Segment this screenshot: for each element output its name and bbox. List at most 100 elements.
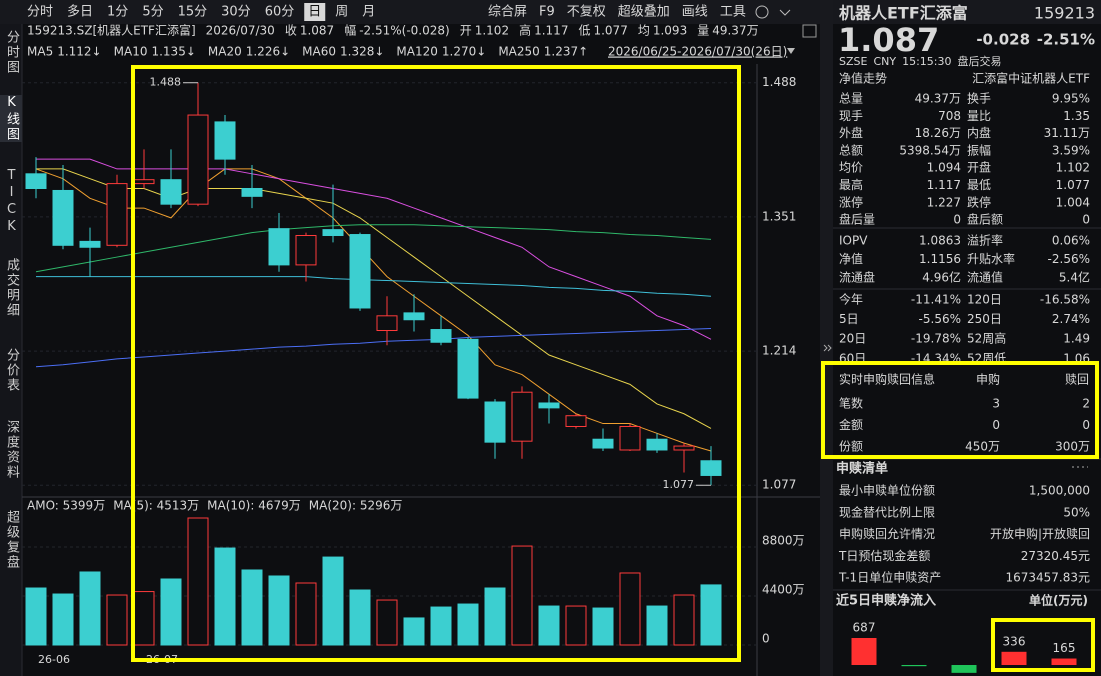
period-tab[interactable]: 多日 xyxy=(67,4,93,20)
wr-icon[interactable] xyxy=(802,24,817,38)
candle-body xyxy=(484,401,506,443)
volume-bar xyxy=(430,606,452,646)
volume-bar xyxy=(673,594,695,646)
period-tab[interactable]: 5分 xyxy=(142,5,163,20)
quote-label: 盘后额 xyxy=(967,212,1003,227)
side-tab[interactable]: 分时图 xyxy=(4,30,19,75)
tool-button[interactable]: 工具 xyxy=(720,5,746,20)
side-tab[interactable]: K线图 xyxy=(0,95,22,142)
period-tab[interactable]: 周 xyxy=(335,5,348,20)
period-tab[interactable]: 日 xyxy=(308,5,321,20)
volume-legend: MA(5): 4513万 xyxy=(113,499,199,513)
side-tab[interactable]: TICK xyxy=(4,168,19,236)
period-tab[interactable]: 60分 xyxy=(265,5,295,20)
quote-label: 今年 xyxy=(839,292,863,307)
ma-legend-value: 1.112↓ xyxy=(57,45,101,59)
side-tab[interactable]: 成交明细 xyxy=(4,258,19,318)
side-tab[interactable]: 分价表 xyxy=(4,348,19,393)
fund-full-name: 汇添富中证机器人ETF xyxy=(972,71,1090,86)
ma-legend-name: MA10 xyxy=(114,45,148,59)
ma-legend-name: MA250 xyxy=(498,45,539,59)
quote-value: 5.4亿 xyxy=(1059,270,1090,285)
volume-bar xyxy=(349,589,371,646)
volume-bar xyxy=(484,587,506,646)
period-tab[interactable]: 30分 xyxy=(221,5,251,20)
menu-icon[interactable] xyxy=(779,9,791,16)
quote-value: 1.094 xyxy=(927,161,961,175)
quote-value: 1.49 xyxy=(1063,332,1090,346)
volume-bar xyxy=(700,584,722,646)
candle-body xyxy=(646,438,668,451)
tool-button[interactable]: 不复权 xyxy=(567,4,606,20)
quote-label: 流通盘 xyxy=(839,270,875,285)
candle-body xyxy=(403,312,425,321)
field-value: -2.51%(-0.028) xyxy=(359,24,450,38)
quote-value: 49.37万 xyxy=(915,92,961,106)
period-tab[interactable]: 15分 xyxy=(178,5,208,20)
tool-button[interactable]: 画线 xyxy=(682,5,708,20)
highlight-box xyxy=(991,618,1095,672)
table-value: 0 xyxy=(1082,418,1090,432)
side-tab[interactable]: 深度资料 xyxy=(4,420,19,480)
volume-bar xyxy=(565,605,587,646)
period-tab[interactable]: 月 xyxy=(362,5,375,20)
quote-label: 内盘 xyxy=(967,125,991,140)
dropdown-icon[interactable] xyxy=(787,48,795,54)
table-value: 3 xyxy=(992,397,1000,411)
candle-body xyxy=(700,460,722,476)
candle-body xyxy=(349,234,371,309)
tool-button[interactable]: 超级叠加 xyxy=(618,5,670,20)
volume-bar xyxy=(538,605,560,646)
quote-label: 最低 xyxy=(967,178,991,192)
volume-bar xyxy=(268,575,290,646)
y-tick-label: 8800万 xyxy=(762,534,805,548)
candle-body xyxy=(538,402,560,409)
candle-body xyxy=(214,121,236,160)
highlight-box xyxy=(821,361,1099,459)
volume-bar xyxy=(403,617,425,646)
quote-label: 5日 xyxy=(839,312,859,326)
collapse-strip[interactable] xyxy=(820,0,833,676)
table-label: 份额 xyxy=(839,440,863,454)
quote-label: 净值 xyxy=(839,251,863,266)
table-value: 0 xyxy=(992,418,1000,432)
table-title: 实时申购赎回信息 xyxy=(839,372,935,387)
nav-link[interactable]: 净值走势 xyxy=(839,71,887,86)
field-value: 49.37万 xyxy=(712,24,758,38)
range-label[interactable]: 2026/06/25-2026/07/30(26日) xyxy=(608,45,787,59)
field-value: 1.102 xyxy=(475,24,509,38)
ma-legend-value: 1.135↓ xyxy=(151,45,195,59)
quote-value: 1.117 xyxy=(927,178,961,192)
gear-icon[interactable] xyxy=(755,5,769,19)
field-label: 高 xyxy=(519,23,531,38)
quote-label: IOPV xyxy=(839,234,868,248)
change-pct: -2.51% xyxy=(1037,31,1095,49)
quote-value: 1.102 xyxy=(1056,161,1090,175)
quote-value: 1.0863 xyxy=(919,234,961,248)
last-price: 1.087 xyxy=(838,21,939,59)
volume-bar xyxy=(457,603,479,646)
meta: SZSE xyxy=(839,55,868,68)
tool-button[interactable]: F9 xyxy=(539,5,555,20)
ma-legend-value: 1.328↓ xyxy=(340,45,384,59)
ma-legend-name: MA20 xyxy=(208,45,242,59)
candle-body xyxy=(268,228,290,266)
collapse-icon[interactable] xyxy=(823,344,832,352)
period-tab[interactable]: 1分 xyxy=(107,5,128,20)
field-label: 开 xyxy=(460,24,472,38)
field-value: 1.077 xyxy=(593,24,627,38)
list-label: T-1日单位申赎资产 xyxy=(838,570,941,585)
active-tab-bg xyxy=(304,3,326,21)
x-tick-label: 26-06 xyxy=(38,653,70,666)
side-tab[interactable]: 超级复盘 xyxy=(4,510,19,570)
list-title: 申赎清单 xyxy=(836,461,888,477)
period-tab[interactable]: 分时 xyxy=(27,5,53,20)
tool-button[interactable]: 综合屏 xyxy=(488,5,527,20)
quote-label: 总量 xyxy=(839,92,863,106)
ma-legend-value: 1.237↑ xyxy=(544,45,588,59)
tab-bg xyxy=(0,24,22,676)
quote-label: 最高 xyxy=(839,177,863,192)
list-value: 27320.45元 xyxy=(1021,549,1090,563)
quote-value: 4.96亿 xyxy=(922,270,961,285)
